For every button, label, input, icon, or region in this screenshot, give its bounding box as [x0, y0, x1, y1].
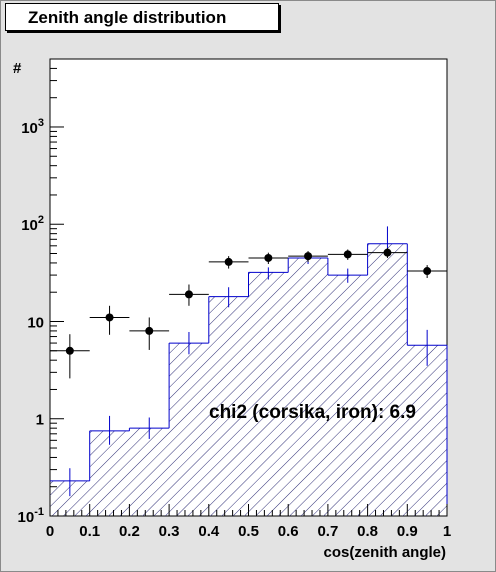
data-point [65, 346, 74, 355]
axis-layer: 0 0.1 0.2 0.3 0.4 0.5 0.6 0.7 0.8 0.9 1 10-1 1 10 102 1… [18, 58, 451, 540]
data-point [105, 313, 114, 322]
x-tick-label: 0.6 [278, 523, 299, 540]
x-tick-label: 0.1 [79, 523, 100, 540]
data-point [343, 250, 352, 259]
y-axis-label: # [13, 60, 22, 77]
histogram-layer [50, 226, 448, 516]
x-tick-label: 1 [443, 523, 451, 540]
data-point [145, 326, 154, 335]
x-tick-label: 0.5 [238, 523, 259, 540]
x-tick-label: 0 [46, 523, 54, 540]
data-point [423, 267, 432, 276]
data-point [264, 253, 273, 262]
x-tick-label: 0.4 [198, 523, 220, 540]
data-point [184, 290, 193, 299]
data-point [304, 252, 313, 261]
x-tick-label: 0.7 [317, 523, 338, 540]
data-point [383, 248, 392, 257]
x-tick-label: 0.9 [397, 523, 418, 540]
data-point [224, 257, 233, 266]
y-tick-label: 1 [36, 412, 44, 429]
y-tick-label: 10-1 [18, 506, 44, 526]
x-axis-label: cos(zenith angle) [323, 544, 446, 561]
y-tick-label: 102 [21, 214, 44, 234]
points-layer [50, 247, 447, 379]
x-tick-label: 0.3 [159, 523, 180, 540]
chart-title: Zenith angle distribution [5, 3, 279, 31]
x-tick-label: 0.8 [357, 523, 378, 540]
histogram-fill [50, 243, 447, 516]
chi2-annotation: chi2 (corsika, iron): 6.9 [209, 402, 416, 423]
y-tick-label: 10 [27, 314, 44, 331]
y-tick-label: 103 [21, 117, 44, 137]
x-tick-label: 0.2 [119, 523, 140, 540]
